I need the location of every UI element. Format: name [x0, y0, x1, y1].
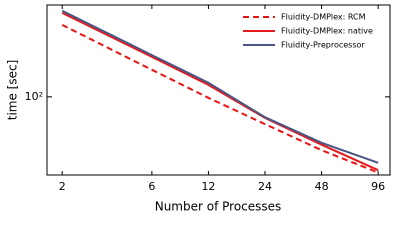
legend-label: Fluidity-DMPlex: native — [281, 27, 373, 36]
x-tick-label: 12 — [201, 180, 215, 193]
y-tick-label: 10² — [25, 90, 43, 103]
chart: time [sec] Number of Processes 2 6 12 24 48 9… — [6, 4, 391, 214]
x-tick-label: 2 — [59, 180, 66, 193]
legend-label: Fluidity-DMPlex: RCM — [281, 13, 366, 22]
x-tick-label: 48 — [315, 180, 329, 193]
series-line — [61, 12, 379, 172]
x-axis-label: Number of Processes — [155, 200, 282, 214]
plot-frame — [46, 4, 391, 176]
legend-label: Fluidity-Preprocessor — [281, 41, 365, 50]
page: {"chart_data": {"type": "line", "x_label… — [5, 4, 391, 214]
x-tick-label: 6 — [148, 180, 155, 193]
series-line — [61, 24, 379, 174]
y-axis-label: time [sec] — [6, 60, 20, 121]
x-tick-label: 24 — [258, 180, 272, 193]
x-tick-label: 96 — [371, 180, 385, 193]
series-line — [61, 9, 379, 164]
